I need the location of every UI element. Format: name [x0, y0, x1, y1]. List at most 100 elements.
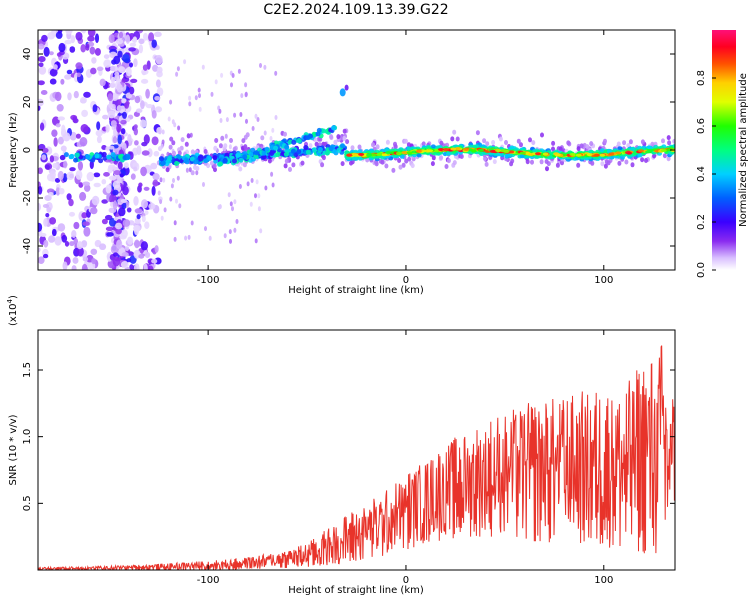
heatmap-cell [203, 149, 208, 154]
heatmap-cell [73, 157, 79, 163]
heatmap-cell [243, 144, 248, 150]
heatmap-cell [575, 153, 582, 157]
heatmap-cell [197, 87, 201, 93]
heatmap-cell [125, 154, 131, 160]
heatmap-cell [514, 147, 520, 152]
heatmap-cell [416, 153, 422, 158]
y-tick-label: 0.5 [22, 495, 33, 511]
heatmap-cell [153, 31, 162, 38]
heatmap-cell [61, 234, 68, 243]
heatmap-cell [176, 175, 180, 181]
heatmap-cell [85, 43, 90, 51]
colorbar-tick-label: 0.0 [696, 262, 707, 278]
heatmap-cell [576, 146, 581, 152]
snr-panel: -100 0 100 0.5 1.0 1.5 Height of straight li… [6, 295, 676, 596]
heatmap-cell [415, 149, 422, 153]
heatmap-cell [604, 159, 609, 165]
heatmap-cell [161, 129, 165, 135]
heatmap-cell [644, 158, 648, 163]
colorbar-tick-label: 0.4 [696, 166, 707, 182]
heatmap-cell [560, 160, 564, 166]
heatmap-cell [661, 138, 665, 144]
heatmap-cell [38, 43, 45, 50]
heatmap-cell [585, 144, 590, 150]
heatmap-cell [38, 256, 45, 265]
heatmap-cell [264, 146, 270, 152]
heatmap-cell [203, 158, 209, 164]
heatmap-cell [101, 151, 107, 157]
heatmap-cell [157, 190, 161, 196]
heatmap-cell [358, 153, 365, 156]
heatmap-cell [108, 175, 117, 181]
heatmap-cell [99, 243, 107, 251]
heatmap-cell [509, 161, 514, 167]
heatmap-cell [38, 56, 46, 63]
heatmap-cell [431, 155, 436, 161]
heatmap-cell [296, 149, 302, 155]
heatmap-cell [175, 198, 178, 204]
heatmap-cell [509, 145, 515, 150]
heatmap-cell [143, 186, 150, 191]
heatmap-cell [151, 185, 156, 196]
heatmap-cell [60, 78, 65, 85]
heatmap-cell [353, 153, 360, 157]
heatmap-cell [138, 254, 145, 259]
heatmap-cell [107, 110, 116, 119]
heatmap-cell [38, 80, 45, 86]
heatmap-cell [177, 125, 181, 131]
heatmap-cell [80, 30, 86, 33]
heatmap-cell [41, 147, 49, 154]
heatmap-cell [609, 155, 615, 160]
heatmap-cell [112, 180, 121, 189]
heatmap-cell [638, 149, 644, 153]
heatmap-cell [593, 153, 600, 157]
heatmap-cell [437, 148, 444, 151]
heatmap-cell [660, 149, 667, 152]
heatmap-cell [156, 66, 163, 74]
heatmap-cell [55, 187, 61, 196]
heatmap-cell [178, 203, 182, 209]
heatmap-cell [540, 132, 544, 138]
heatmap-cell [76, 246, 84, 257]
heatmap-cell [55, 31, 63, 39]
heatmap-cell [45, 212, 50, 218]
heatmap-cell [404, 158, 409, 164]
heatmap-cell [65, 30, 73, 35]
heatmap-cell [46, 206, 52, 213]
heatmap-cell [555, 162, 560, 168]
heatmap-cell [64, 74, 72, 80]
heatmap-cell [314, 141, 319, 147]
heatmap-cell [340, 143, 345, 149]
heatmap-cell [121, 252, 129, 257]
heatmap-cell [201, 64, 205, 70]
heatmap-cell [56, 103, 64, 112]
heatmap-cell [75, 133, 81, 139]
heatmap-cell [59, 154, 66, 161]
heatmap-cell [254, 193, 257, 199]
snr-x-ticks: -100 0 100 [197, 330, 613, 586]
snr-frame [37, 329, 676, 571]
heatmap-cell [329, 134, 334, 140]
y-tick-label: -40 [22, 238, 33, 254]
heatmap-cell [519, 154, 525, 159]
heatmap-cell [90, 207, 98, 215]
heatmap-cell [229, 238, 232, 244]
heatmap-cell [133, 196, 139, 206]
heatmap-cell [151, 110, 157, 119]
heatmap-cell [640, 139, 645, 145]
heatmap-cell [94, 33, 100, 44]
heatmap-cell [615, 151, 622, 155]
heatmap-cell [452, 160, 457, 166]
heatmap-cell [155, 54, 163, 65]
heatmap-cell [66, 171, 75, 181]
heatmap-cell [73, 238, 79, 245]
heatmap-cell [652, 153, 657, 159]
heatmap-cell [214, 138, 219, 143]
heatmap-cell [628, 139, 633, 145]
heatmap-cell [264, 185, 268, 191]
heatmap-cell [106, 232, 114, 237]
heatmap-cell [130, 173, 136, 180]
heatmap-cell [134, 217, 141, 225]
spectrogram-x-axis-label: Height of straight line (km) [288, 285, 424, 296]
